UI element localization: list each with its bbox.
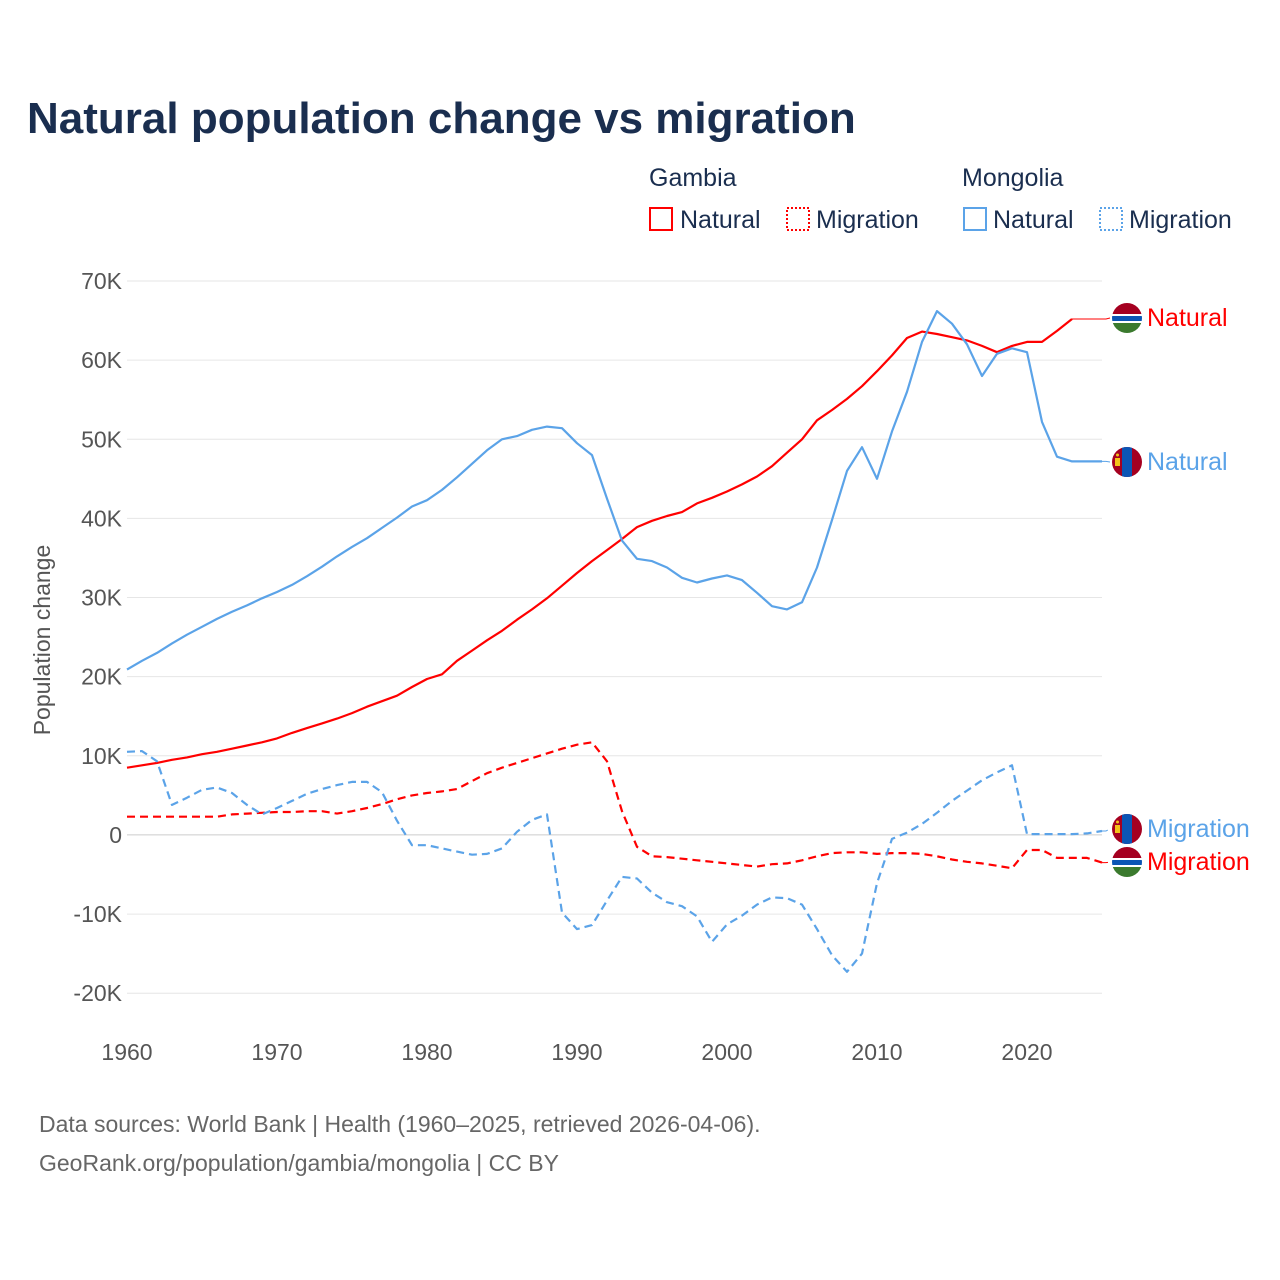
legend-label-mongolia-natural[interactable]: Natural (993, 206, 1074, 234)
chart-title: Natural population change vs migration (27, 94, 856, 143)
y-tick-label: 60K (81, 347, 123, 373)
legend-swatch-mongolia-natural (963, 207, 987, 231)
end-label: Migration (1147, 848, 1250, 876)
mongolia-flag-icon (1112, 447, 1142, 477)
series-line-gambia-migration (127, 741, 1103, 870)
x-tick-label: 2020 (1001, 1039, 1052, 1065)
y-tick-label: -20K (73, 980, 122, 1006)
legend-label-mongolia-migration[interactable]: Migration (1129, 206, 1232, 234)
mongolia-flag-icon (1112, 814, 1142, 844)
y-tick-label: -10K (73, 901, 122, 927)
legend-swatch-mongolia-migration (1099, 207, 1123, 231)
gambia-flag-icon (1112, 303, 1142, 333)
y-axis: -20K -10K 0 10K 20K 30K 40K 50K 60K 70K (73, 268, 122, 1006)
x-tick-label: 1960 (101, 1039, 152, 1065)
x-axis: 1960 1970 1980 1990 2000 2010 2020 (101, 1039, 1052, 1065)
gridlines (127, 280, 1102, 994)
legend: Gambia Natural Migration Mongolia Natura… (649, 164, 1232, 234)
legend-group-mongolia: Mongolia (962, 164, 1064, 192)
y-tick-label: 0 (109, 822, 122, 848)
y-tick-label: 20K (81, 664, 123, 690)
x-tick-label: 1990 (551, 1039, 602, 1065)
x-tick-label: 1980 (401, 1039, 452, 1065)
y-axis-label: Population change (29, 545, 55, 736)
y-tick-label: 40K (81, 505, 123, 531)
gambia-flag-icon (1112, 847, 1142, 877)
y-tick-label: 30K (81, 585, 123, 611)
end-labels: Natural Natural Migration Migration (1072, 303, 1250, 877)
y-tick-label: 50K (81, 426, 123, 452)
y-tick-label: 70K (81, 268, 123, 294)
end-label: Natural (1147, 448, 1228, 476)
x-tick-label: 2000 (701, 1039, 752, 1065)
end-label-connector (1072, 317, 1111, 320)
x-tick-label: 1970 (251, 1039, 302, 1065)
series-line-mongolia-migration (126, 749, 1103, 973)
series-line-gambia-natural (126, 318, 1073, 769)
y-tick-label: 10K (81, 743, 123, 769)
series-line-mongolia-natural (126, 310, 1102, 671)
end-label-connector (1102, 861, 1111, 864)
legend-label-gambia-natural[interactable]: Natural (680, 206, 761, 234)
end-label: Natural (1147, 304, 1228, 332)
legend-label-gambia-migration[interactable]: Migration (816, 206, 919, 234)
footer-link[interactable]: GeoRank.org/population/gambia/mongolia |… (39, 1150, 559, 1176)
end-label: Migration (1147, 815, 1250, 843)
legend-group-gambia: Gambia (649, 164, 737, 192)
legend-swatch-gambia-migration (786, 207, 810, 231)
legend-swatch-gambia-natural (649, 207, 673, 231)
footer-source: Data sources: World Bank | Health (1960–… (39, 1111, 761, 1137)
end-label-connector (1102, 828, 1111, 832)
end-label-connector (1102, 460, 1111, 463)
series-lines (126, 310, 1103, 973)
x-tick-label: 2010 (851, 1039, 902, 1065)
